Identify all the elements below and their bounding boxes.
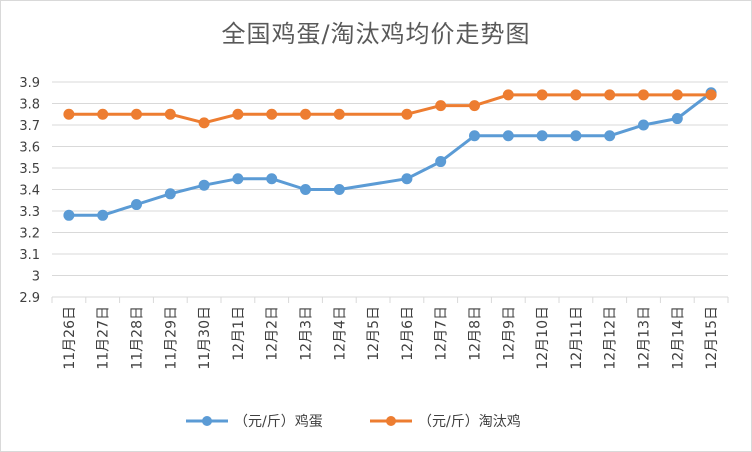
series-1-point <box>536 130 548 142</box>
x-tick-label: 12月5日 <box>366 306 382 361</box>
x-tick-label: 11月26日 <box>62 306 78 370</box>
x-tick-label: 11月30日 <box>197 306 213 370</box>
x-tick-label: 12月15日 <box>704 306 720 370</box>
y-tick-label: 3.6 <box>19 141 40 156</box>
x-tick-label: 12月1日 <box>231 306 247 361</box>
legend-label: （元/斤）鸡蛋 <box>234 413 323 430</box>
y-tick-label: 3.2 <box>19 227 40 242</box>
x-tick-label: 12月3日 <box>299 306 315 361</box>
series-2-point <box>604 89 616 101</box>
x-tick-label: 11月29日 <box>163 306 179 370</box>
x-tick-label: 11月28日 <box>130 306 146 370</box>
series-1-point <box>638 119 649 131</box>
x-tick-label: 12月14日 <box>670 306 686 370</box>
series-2-point <box>232 108 244 120</box>
series-1-point <box>300 184 311 195</box>
series-1-point <box>131 199 142 211</box>
x-tick-label: 12月7日 <box>434 306 450 361</box>
y-tick-label: 3.4 <box>19 184 40 199</box>
series-1-point <box>469 130 480 142</box>
series-1-point <box>63 209 75 221</box>
series-1-point <box>164 188 176 200</box>
series-1-point <box>671 113 683 125</box>
series-line-1 <box>67 91 713 217</box>
x-tick-label: 12月4日 <box>332 306 348 361</box>
series-1-point <box>502 130 514 142</box>
series-2-point <box>705 89 717 101</box>
y-tick-label: 3.9 <box>19 76 40 91</box>
series-2-point <box>469 100 480 112</box>
y-tick-label: 3.1 <box>19 248 40 263</box>
series-2-point <box>536 89 548 101</box>
legend-swatch-marker <box>386 416 396 426</box>
y-tick-label: 3.3 <box>19 205 40 220</box>
x-tick-label: 12月12日 <box>603 306 619 370</box>
x-tick-label: 12月9日 <box>501 306 517 361</box>
legend-swatch-marker <box>202 416 212 426</box>
y-tick-label: 3.8 <box>19 98 40 113</box>
series-2-point <box>63 108 75 120</box>
x-tick-label: 12月11日 <box>569 306 585 370</box>
x-tick-label: 12月10日 <box>535 306 551 370</box>
series-2-point <box>198 117 210 129</box>
series-2-point <box>97 108 109 120</box>
y-tick-label: 3.5 <box>19 162 40 177</box>
series-1-point <box>266 173 278 185</box>
series-1-point <box>232 173 244 185</box>
series-1-point <box>333 184 345 195</box>
y-tick-label: 2.9 <box>19 291 40 306</box>
series-2-point <box>638 89 649 101</box>
x-tick-label: 12月13日 <box>637 306 653 370</box>
series-2-point <box>266 108 278 120</box>
y-tick-label: 3.7 <box>19 119 40 134</box>
x-tick-label: 12月2日 <box>265 306 281 361</box>
series-2-point <box>570 89 582 101</box>
series-2-point <box>502 89 514 101</box>
series-2-point <box>131 108 142 120</box>
series-2-point <box>300 108 311 120</box>
x-tick-label: 12月6日 <box>400 306 416 361</box>
series-1-point <box>570 130 582 142</box>
series-2-point <box>401 108 413 120</box>
chart-title: 全国鸡蛋/淘汰鸡均价走势图 <box>221 20 531 48</box>
x-tick-label: 11月27日 <box>96 306 112 370</box>
series-1-point <box>435 156 447 168</box>
series-1-point <box>97 209 109 221</box>
series-2-point <box>435 100 447 112</box>
series-2-point <box>333 108 345 120</box>
x-tick-label: 12月8日 <box>468 306 484 361</box>
y-tick-label: 3 <box>32 270 40 285</box>
series-1-point <box>604 130 616 142</box>
series-2-point <box>164 108 176 120</box>
series-line-2 <box>67 93 713 125</box>
legend-label: （元/斤）淘汰鸡 <box>418 413 521 430</box>
series-1-point <box>198 179 210 191</box>
series-1-point <box>401 173 413 185</box>
series-2-point <box>671 89 683 101</box>
